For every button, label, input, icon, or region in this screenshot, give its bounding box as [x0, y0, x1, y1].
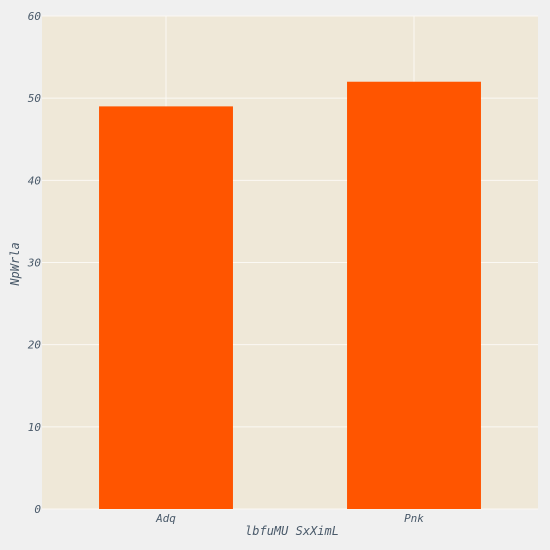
y-axis-title: NpWrla	[8, 242, 22, 286]
y-tick-label: 60	[28, 10, 42, 23]
y-axis-ticks: 0 10 20 30 40 50 60	[27, 10, 42, 516]
x-tick-label: Adq	[155, 512, 176, 525]
x-axis-ticks: Adq Pnk	[155, 512, 424, 525]
bar-adq	[99, 106, 233, 509]
bars	[99, 81, 481, 509]
y-tick-label: 10	[28, 421, 42, 434]
bar-pnk	[347, 81, 481, 509]
y-tick-label: 40	[28, 174, 42, 187]
y-tick-label: 50	[28, 92, 42, 105]
y-tick-label: 30	[27, 257, 42, 270]
x-axis-title: lbfuMU SxXimL	[245, 524, 339, 538]
x-tick-label: Pnk	[404, 512, 424, 525]
y-tick-label: 20	[28, 339, 42, 352]
y-tick-label: 0	[34, 503, 41, 516]
